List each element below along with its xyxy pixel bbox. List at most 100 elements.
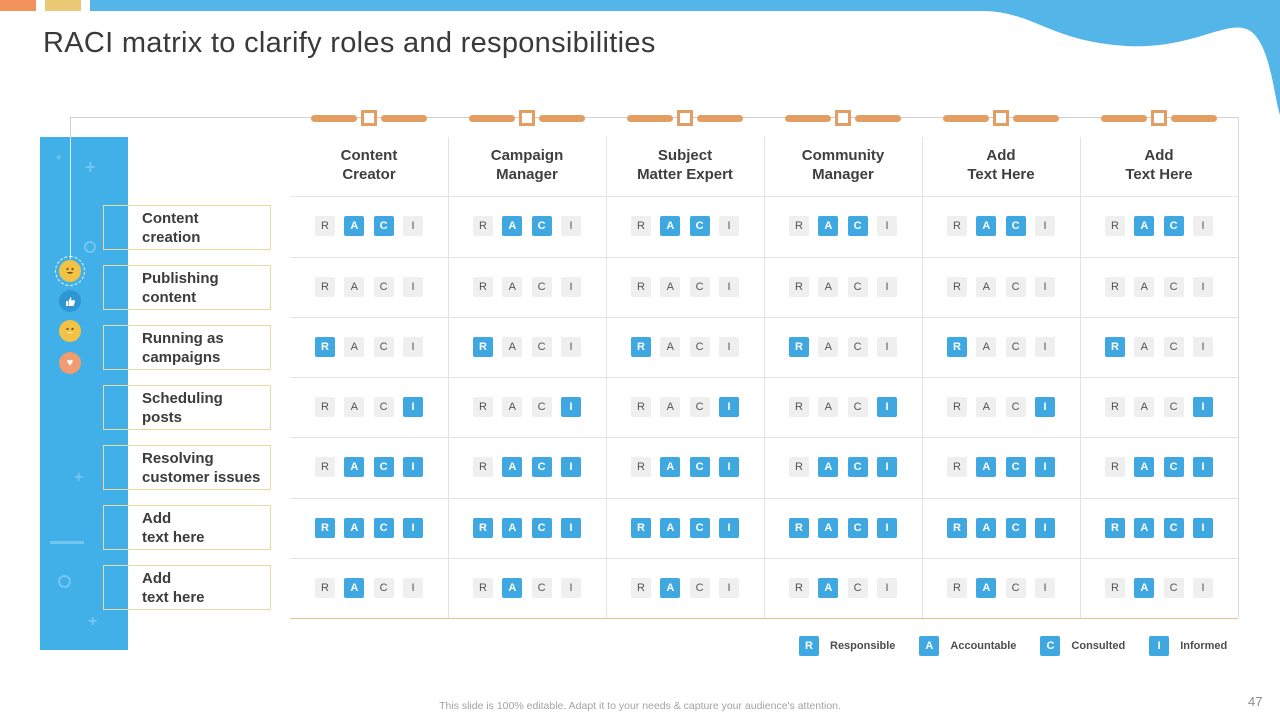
row-label-add[interactable]: Add text here (103, 565, 271, 610)
raci-chip-a[interactable]: A (660, 578, 681, 598)
column-header-5[interactable]: Add Text Here (1080, 146, 1238, 184)
raci-chip-i[interactable]: I (402, 277, 423, 297)
raci-chip-a[interactable]: A (502, 216, 523, 236)
raci-chip-a[interactable]: A (344, 578, 365, 598)
raci-chip-a[interactable]: A (818, 216, 839, 236)
raci-chip-i[interactable]: I (560, 337, 581, 357)
raci-chip-c[interactable]: C (373, 578, 394, 598)
raci-chip-a[interactable]: A (976, 277, 997, 297)
raci-chip-c[interactable]: C (689, 277, 710, 297)
raci-chip-i[interactable]: I (402, 578, 423, 598)
raci-chip-i[interactable]: I (1192, 337, 1213, 357)
raci-chip-i[interactable]: I (560, 216, 581, 236)
raci-chip-c[interactable]: C (689, 337, 710, 357)
raci-chip-i[interactable]: I (1192, 216, 1213, 236)
raci-chip-a[interactable]: A (344, 457, 365, 477)
raci-chip-a[interactable]: A (1134, 578, 1155, 598)
raci-chip-i[interactable]: I (402, 337, 423, 357)
raci-chip-r[interactable]: R (473, 216, 493, 236)
raci-chip-c[interactable]: C (689, 216, 710, 236)
raci-chip-c[interactable]: C (689, 578, 710, 598)
raci-chip-a[interactable]: A (660, 518, 681, 538)
raci-chip-i[interactable]: I (718, 337, 739, 357)
raci-chip-r[interactable]: R (947, 337, 967, 357)
raci-chip-i[interactable]: I (1192, 397, 1213, 417)
raci-chip-r[interactable]: R (789, 216, 809, 236)
raci-chip-c[interactable]: C (1005, 397, 1026, 417)
raci-chip-a[interactable]: A (818, 578, 839, 598)
raci-chip-a[interactable]: A (502, 277, 523, 297)
raci-chip-c[interactable]: C (1163, 578, 1184, 598)
raci-chip-a[interactable]: A (502, 337, 523, 357)
raci-chip-r[interactable]: R (473, 518, 493, 538)
raci-chip-c[interactable]: C (373, 518, 394, 538)
raci-chip-i[interactable]: I (718, 397, 739, 417)
raci-chip-i[interactable]: I (1034, 518, 1055, 538)
raci-chip-a[interactable]: A (344, 397, 365, 417)
raci-chip-i[interactable]: I (876, 277, 897, 297)
raci-chip-i[interactable]: I (402, 457, 423, 477)
raci-chip-i[interactable]: I (876, 397, 897, 417)
raci-chip-a[interactable]: A (660, 337, 681, 357)
raci-chip-r[interactable]: R (631, 337, 651, 357)
raci-chip-r[interactable]: R (473, 578, 493, 598)
raci-chip-a[interactable]: A (976, 518, 997, 538)
raci-chip-r[interactable]: R (789, 397, 809, 417)
raci-chip-i[interactable]: I (876, 457, 897, 477)
raci-chip-i[interactable]: I (560, 518, 581, 538)
raci-chip-i[interactable]: I (402, 216, 423, 236)
raci-chip-a[interactable]: A (976, 578, 997, 598)
raci-chip-c[interactable]: C (847, 578, 868, 598)
raci-chip-c[interactable]: C (1005, 277, 1026, 297)
raci-chip-a[interactable]: A (660, 457, 681, 477)
raci-chip-i[interactable]: I (402, 518, 423, 538)
page-title[interactable]: RACI matrix to clarify roles and respons… (43, 27, 656, 59)
raci-chip-i[interactable]: I (402, 397, 423, 417)
raci-chip-c[interactable]: C (847, 518, 868, 538)
raci-chip-c[interactable]: C (847, 277, 868, 297)
raci-chip-r[interactable]: R (473, 397, 493, 417)
raci-chip-a[interactable]: A (976, 337, 997, 357)
raci-chip-i[interactable]: I (718, 518, 739, 538)
raci-chip-r[interactable]: R (631, 518, 651, 538)
raci-chip-i[interactable]: I (718, 216, 739, 236)
raci-chip-i[interactable]: I (560, 397, 581, 417)
raci-chip-r[interactable]: R (631, 397, 651, 417)
raci-chip-r[interactable]: R (631, 216, 651, 236)
raci-chip-c[interactable]: C (1005, 578, 1026, 598)
row-label-scheduling[interactable]: Scheduling posts (103, 385, 271, 430)
raci-chip-r[interactable]: R (947, 578, 967, 598)
column-header-3[interactable]: Community Manager (764, 146, 922, 184)
raci-chip-r[interactable]: R (1105, 337, 1125, 357)
raci-chip-r[interactable]: R (1105, 518, 1125, 538)
raci-chip-i[interactable]: I (876, 518, 897, 538)
raci-chip-i[interactable]: I (1192, 578, 1213, 598)
raci-chip-c[interactable]: C (689, 457, 710, 477)
raci-chip-c[interactable]: C (847, 397, 868, 417)
raci-chip-i[interactable]: I (876, 337, 897, 357)
raci-chip-i[interactable]: I (1034, 457, 1055, 477)
raci-chip-a[interactable]: A (502, 457, 523, 477)
raci-chip-r[interactable]: R (947, 216, 967, 236)
raci-chip-c[interactable]: C (531, 337, 552, 357)
raci-chip-a[interactable]: A (818, 518, 839, 538)
raci-chip-r[interactable]: R (315, 518, 335, 538)
raci-chip-c[interactable]: C (1005, 216, 1026, 236)
raci-chip-i[interactable]: I (876, 578, 897, 598)
raci-chip-a[interactable]: A (660, 397, 681, 417)
raci-chip-c[interactable]: C (847, 216, 868, 236)
raci-chip-a[interactable]: A (1134, 457, 1155, 477)
raci-chip-c[interactable]: C (373, 337, 394, 357)
raci-chip-c[interactable]: C (1163, 518, 1184, 538)
raci-chip-a[interactable]: A (818, 277, 839, 297)
raci-chip-r[interactable]: R (789, 337, 809, 357)
raci-chip-i[interactable]: I (560, 277, 581, 297)
raci-chip-a[interactable]: A (1134, 518, 1155, 538)
raci-chip-a[interactable]: A (502, 518, 523, 538)
raci-chip-i[interactable]: I (1192, 518, 1213, 538)
raci-chip-r[interactable]: R (315, 216, 335, 236)
raci-chip-r[interactable]: R (315, 397, 335, 417)
raci-chip-c[interactable]: C (531, 216, 552, 236)
raci-chip-i[interactable]: I (876, 216, 897, 236)
raci-chip-a[interactable]: A (344, 337, 365, 357)
